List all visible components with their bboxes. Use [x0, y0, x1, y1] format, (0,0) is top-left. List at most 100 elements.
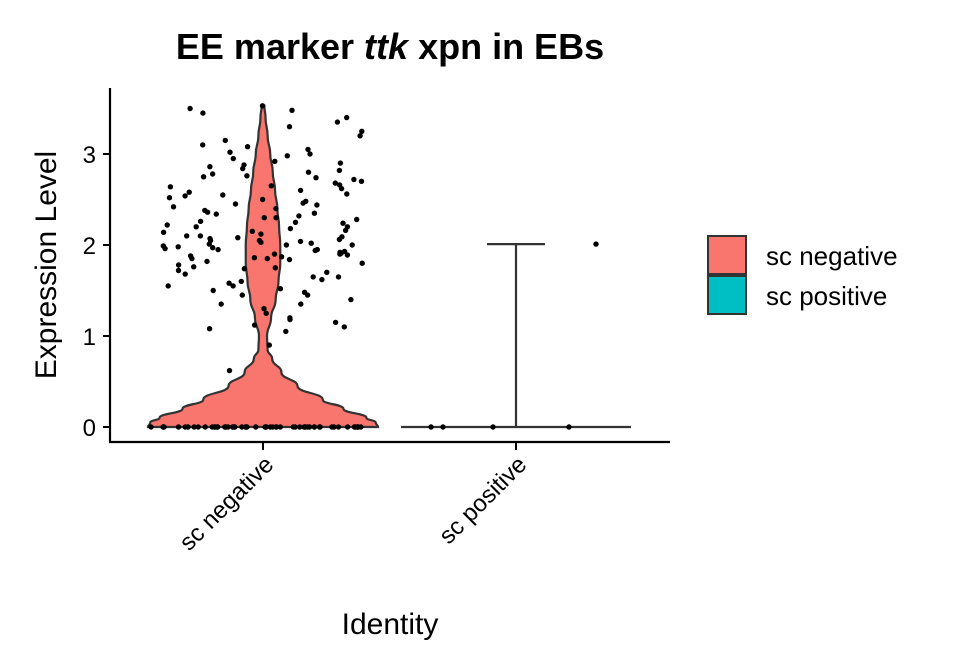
data-point	[337, 249, 343, 255]
data-point	[332, 180, 338, 186]
data-point	[204, 258, 210, 265]
data-point	[207, 235, 213, 242]
data-point	[222, 137, 228, 144]
data-point	[286, 256, 293, 263]
data-point	[273, 205, 279, 212]
data-point	[261, 306, 267, 312]
data-point	[229, 424, 236, 430]
violins-layer	[146, 104, 631, 429]
title-suffix: xpn in EBs	[418, 26, 605, 67]
data-point	[490, 424, 496, 430]
data-point	[197, 218, 204, 224]
data-point	[305, 146, 311, 153]
data-point	[310, 274, 316, 280]
data-point	[230, 155, 236, 162]
data-point	[232, 201, 239, 207]
data-point	[344, 191, 350, 197]
data-point	[314, 202, 320, 208]
data-point	[259, 103, 266, 109]
data-point	[302, 424, 308, 430]
data-point	[304, 292, 311, 298]
data-point	[298, 301, 304, 307]
data-point	[182, 193, 188, 199]
data-point	[272, 265, 278, 271]
data-point	[278, 254, 285, 260]
data-point	[210, 287, 216, 294]
data-point	[440, 424, 446, 430]
data-point	[200, 110, 206, 116]
violin-sc-negative	[146, 104, 380, 429]
title-gene: ttk	[364, 26, 409, 67]
x-tick-label: sc negative	[174, 451, 279, 556]
data-point	[358, 178, 365, 184]
data-point	[249, 228, 255, 234]
data-point	[273, 215, 279, 221]
data-point	[319, 276, 325, 283]
y-tick-label: 3	[83, 142, 96, 169]
data-point	[337, 160, 344, 166]
legend: sc negative sc positive	[707, 235, 898, 315]
data-point	[175, 424, 182, 430]
data-point	[341, 324, 347, 330]
data-point	[283, 242, 290, 248]
data-point	[283, 328, 289, 335]
data-point	[344, 114, 350, 121]
data-point	[243, 424, 249, 430]
y-tick-label: 2	[83, 233, 96, 260]
data-point	[226, 280, 232, 286]
data-point	[165, 283, 171, 289]
data-point	[303, 198, 309, 204]
data-point	[297, 238, 304, 245]
y-tick-label: 1	[83, 324, 96, 351]
data-point	[244, 144, 251, 150]
data-point	[272, 158, 278, 164]
data-point	[296, 213, 302, 219]
data-point	[220, 192, 226, 198]
data-point	[210, 245, 216, 251]
data-point	[344, 424, 351, 430]
data-point	[253, 424, 259, 430]
data-point	[256, 237, 263, 244]
data-point	[339, 234, 345, 240]
data-point	[206, 326, 213, 332]
data-point	[259, 196, 266, 203]
data-point	[191, 424, 197, 430]
data-point	[297, 187, 304, 194]
data-point	[357, 133, 363, 139]
data-point	[195, 424, 201, 430]
data-point	[428, 424, 434, 430]
data-point	[324, 269, 330, 275]
data-point	[344, 224, 351, 230]
data-point	[148, 424, 154, 430]
axes-layer	[108, 88, 670, 444]
data-point	[593, 241, 599, 247]
data-point	[292, 219, 299, 225]
chart-title: EE marker ttk xpn in EBs	[0, 26, 780, 68]
data-point	[211, 424, 218, 430]
data-point	[238, 278, 244, 285]
data-point	[160, 229, 167, 235]
data-point	[311, 424, 318, 430]
data-point	[335, 424, 342, 430]
data-point	[314, 246, 320, 253]
data-point	[202, 207, 208, 214]
data-point	[277, 424, 283, 430]
data-point	[313, 175, 319, 181]
data-point	[289, 107, 295, 114]
data-point	[349, 242, 355, 248]
y-tick-label: 0	[83, 415, 96, 442]
data-point	[277, 286, 284, 292]
data-point	[340, 220, 346, 226]
data-point	[244, 173, 250, 179]
legend-swatch	[707, 275, 747, 315]
data-point	[225, 424, 231, 430]
data-point	[175, 267, 182, 274]
title-prefix: EE marker	[175, 26, 355, 67]
data-point	[227, 149, 233, 155]
data-point	[336, 167, 343, 174]
data-point	[271, 251, 278, 257]
data-point	[354, 216, 360, 223]
data-point	[264, 255, 270, 262]
data-point	[297, 424, 303, 430]
data-point	[209, 171, 216, 177]
